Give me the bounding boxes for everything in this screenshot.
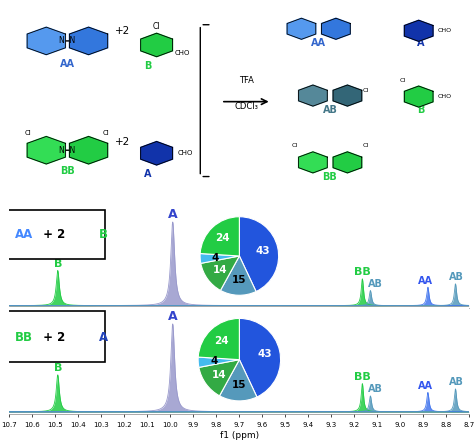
Text: A: A [99, 331, 108, 344]
Text: AA: AA [418, 381, 433, 391]
Text: N  N: N N [59, 146, 75, 155]
Text: B: B [144, 61, 151, 71]
Text: +2: +2 [115, 137, 130, 147]
Text: AB: AB [367, 384, 383, 394]
Text: TFA: TFA [239, 77, 254, 86]
Polygon shape [70, 27, 108, 55]
Polygon shape [333, 152, 362, 173]
Polygon shape [141, 142, 173, 165]
Text: B: B [417, 105, 425, 116]
Text: Cl: Cl [400, 78, 406, 83]
Text: A: A [144, 168, 151, 178]
Text: CHO: CHO [438, 28, 452, 33]
Text: + 2: + 2 [39, 228, 69, 241]
Text: AB: AB [367, 279, 383, 289]
Text: Cl: Cl [292, 143, 298, 148]
Text: Cl: Cl [25, 130, 31, 136]
Polygon shape [141, 33, 173, 57]
Text: N  N: N N [59, 36, 75, 45]
Polygon shape [27, 137, 65, 164]
X-axis label: f1 (ppm): f1 (ppm) [220, 431, 259, 440]
Text: B: B [54, 259, 62, 269]
Text: Cl: Cl [153, 22, 160, 31]
Text: Cl: Cl [363, 87, 369, 93]
Polygon shape [70, 137, 108, 164]
Text: BB: BB [354, 372, 371, 382]
Text: BB: BB [60, 167, 75, 177]
Text: AA: AA [60, 59, 75, 69]
Text: CHO: CHO [177, 150, 192, 156]
Text: AA: AA [418, 276, 433, 285]
Polygon shape [27, 27, 65, 55]
Text: CHO: CHO [438, 94, 452, 99]
Text: AB: AB [449, 272, 464, 282]
Polygon shape [299, 85, 327, 106]
Text: CDCl₃: CDCl₃ [234, 102, 258, 111]
Text: + 2: + 2 [39, 331, 69, 344]
Text: A: A [168, 208, 178, 221]
Text: A: A [168, 310, 178, 323]
Text: AA: AA [15, 228, 33, 241]
Text: Cl: Cl [363, 143, 369, 148]
Polygon shape [321, 18, 350, 39]
Text: AA: AA [311, 38, 326, 48]
Polygon shape [333, 85, 362, 106]
Text: B: B [99, 228, 108, 241]
Text: A: A [417, 38, 425, 48]
Text: B: B [54, 363, 62, 373]
Polygon shape [299, 152, 327, 173]
Text: Cl: Cl [103, 130, 109, 136]
Polygon shape [287, 18, 316, 39]
FancyBboxPatch shape [6, 210, 105, 258]
Text: BB: BB [323, 172, 337, 181]
Text: BB: BB [15, 331, 33, 344]
Text: BB: BB [354, 267, 371, 277]
Text: +2: +2 [115, 26, 130, 36]
FancyBboxPatch shape [6, 311, 105, 362]
Polygon shape [404, 86, 433, 107]
Text: AB: AB [449, 377, 464, 387]
Polygon shape [404, 20, 433, 41]
Text: CHO: CHO [175, 50, 191, 56]
Text: AB: AB [322, 105, 337, 115]
